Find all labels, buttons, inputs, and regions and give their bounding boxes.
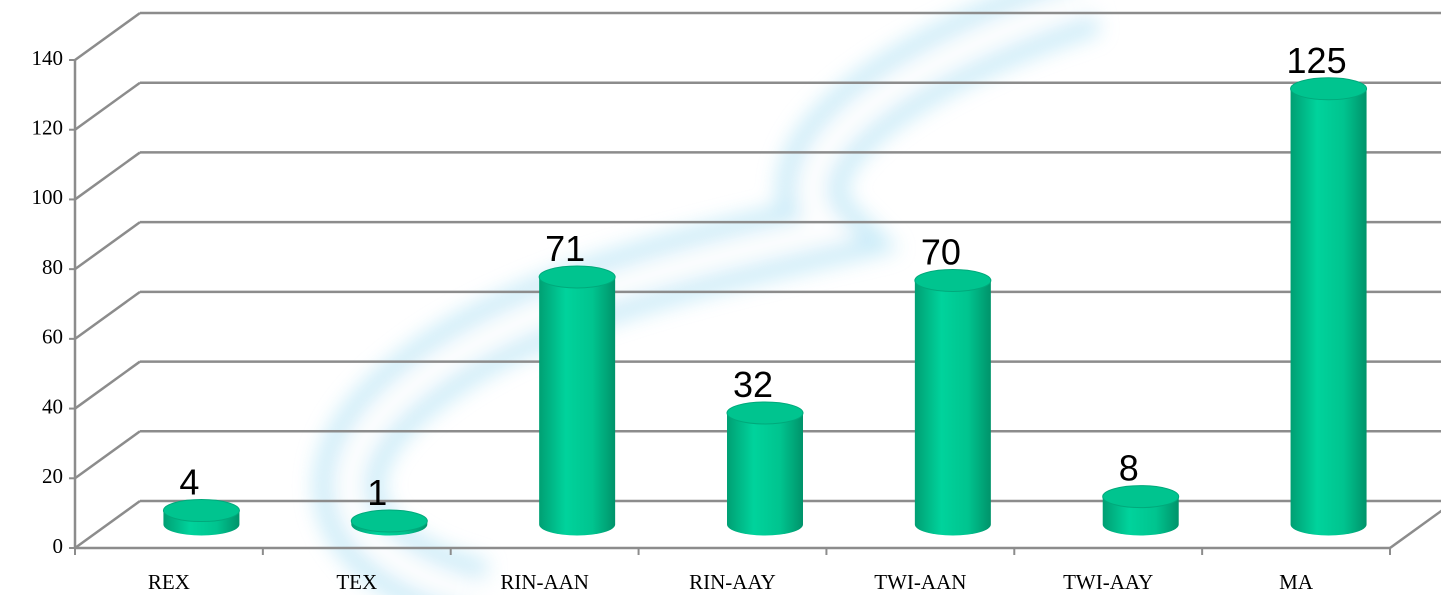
value-label: 8 <box>1119 448 1139 489</box>
cylinder-body <box>539 277 616 536</box>
cylinder <box>350 509 428 536</box>
x-tick-label: REX <box>148 570 190 594</box>
y-tick-label: 140 <box>32 46 64 70</box>
y-tick-label: 40 <box>42 394 63 418</box>
cylinder-top <box>350 509 428 533</box>
y-tick-label: 120 <box>32 116 64 140</box>
grid-line-side <box>74 81 141 131</box>
y-tick-label: 80 <box>42 255 63 279</box>
cylinder <box>1290 77 1368 536</box>
y-tick-label: 100 <box>32 185 64 209</box>
grid-line-side <box>74 360 141 410</box>
cylinder-top <box>162 499 240 523</box>
y-tick-label: 20 <box>42 464 63 488</box>
cylinder-top <box>1290 77 1368 101</box>
x-tick-label: RIN-AAY <box>689 570 776 594</box>
cylinder <box>1102 485 1180 536</box>
cylinder-body <box>914 280 991 536</box>
cylinder-top <box>726 401 804 425</box>
cylinder-top <box>538 265 616 289</box>
grid-line-side <box>74 290 141 340</box>
grid-line-side <box>74 11 141 62</box>
value-label: 1 <box>367 472 387 513</box>
x-tick-label: TWI-AAN <box>874 570 966 594</box>
y-tick-label: 60 <box>42 325 63 349</box>
axes: 0 20 40 60 80 100 120 140 REX TEX RIN-AAN RIN-AAY TW… <box>32 11 1441 594</box>
cylinder <box>914 269 992 536</box>
x-tick-label: TEX <box>336 570 377 594</box>
cylinder-body <box>1290 88 1367 536</box>
cylinder <box>538 265 616 536</box>
cylinder-body <box>727 412 803 536</box>
grid-line-side <box>74 430 141 480</box>
x-tick-label: TWI-AAY <box>1063 570 1153 594</box>
y-tick-label: 0 <box>53 534 64 558</box>
value-label: 32 <box>733 364 773 405</box>
value-label: 70 <box>921 232 961 273</box>
grid-line-side <box>74 499 141 550</box>
cylinder <box>726 401 804 536</box>
cylinder-top <box>914 269 992 292</box>
grid-line-side <box>74 151 141 201</box>
bars: 4 1 71 32 70 8 125 <box>162 40 1368 536</box>
cylinder <box>162 499 240 536</box>
value-label: 125 <box>1287 40 1347 81</box>
grid-line-side <box>74 221 141 271</box>
value-label: 4 <box>179 462 199 503</box>
value-label: 71 <box>545 228 585 269</box>
floor-edge <box>1389 509 1441 550</box>
x-tick-label: RIN-AAN <box>500 570 589 594</box>
cylinder-top <box>1102 485 1180 509</box>
x-tick-label: MA <box>1279 570 1314 594</box>
